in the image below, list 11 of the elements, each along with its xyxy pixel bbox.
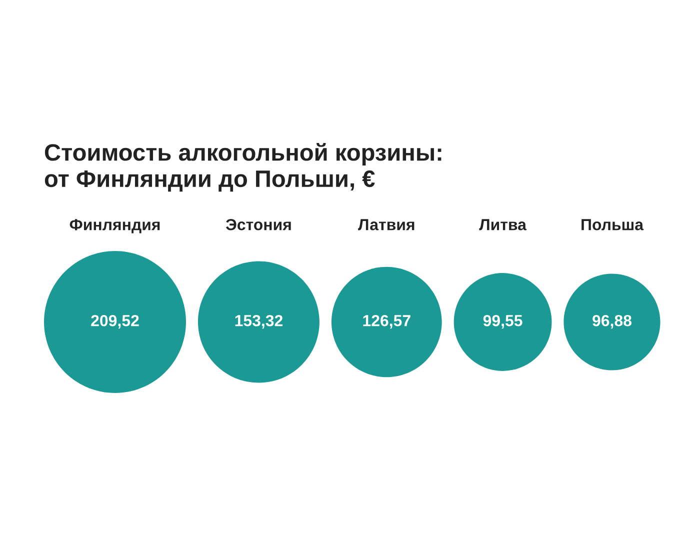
category-label: Литва — [479, 219, 527, 230]
data-label: 99,55 — [483, 314, 522, 329]
category-label: Эстония — [226, 218, 291, 230]
data-label: 153,32 — [235, 314, 283, 329]
category-label: Польша — [582, 219, 644, 230]
data-label: 96,88 — [592, 314, 632, 329]
category-label: Латвия — [358, 219, 414, 230]
data-label: 126,57 — [363, 314, 410, 329]
text: Стоимость алкогольной корзины: от Финляндии до Польши, € — [44, 143, 442, 192]
data-label: 209,52 — [91, 314, 139, 329]
category-label: Финляндия — [70, 219, 160, 234]
